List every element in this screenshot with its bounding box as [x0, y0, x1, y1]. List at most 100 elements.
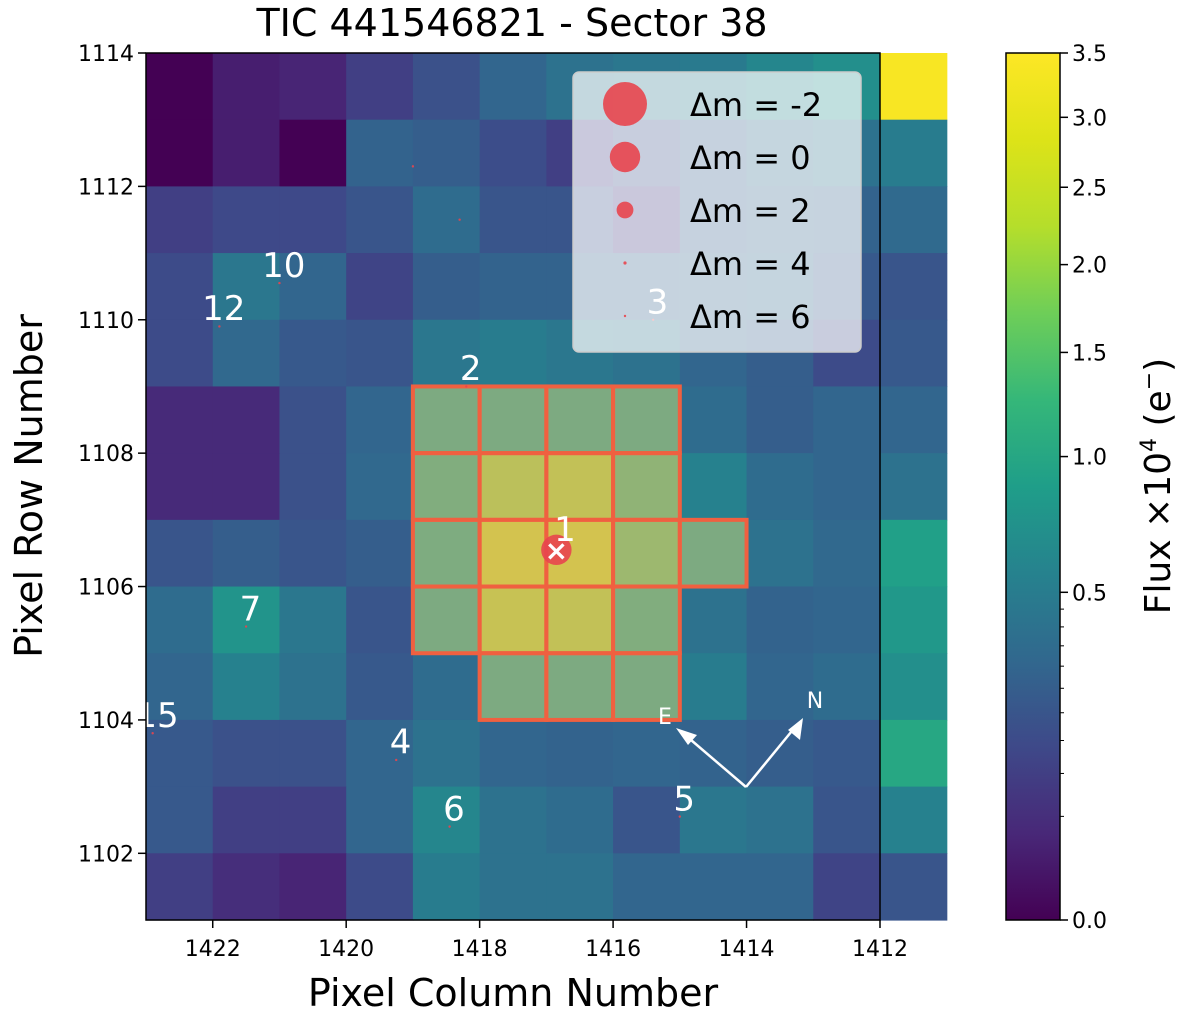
heatmap-pixel	[813, 853, 881, 921]
heatmap-pixel	[279, 853, 347, 921]
heatmap-pixel	[813, 653, 881, 721]
heatmap-pixel	[613, 586, 681, 654]
x-axis: 1422 1420 1418 1416 1414 1412	[185, 920, 908, 962]
aperture-pixel	[544, 651, 616, 722]
heatmap-pixel	[880, 453, 948, 521]
legend-marker	[609, 141, 641, 173]
heatmap-pixel	[346, 853, 414, 921]
star-label: 1	[554, 510, 576, 550]
aperture-mask	[410, 384, 749, 722]
heatmap-pixel	[346, 719, 414, 788]
legend-label: Δm = 4	[690, 245, 811, 283]
star-marker	[678, 815, 682, 818]
aperture-pixel	[544, 584, 616, 656]
aperture-pixel	[544, 451, 616, 522]
legend-label: Δm = 0	[690, 139, 811, 177]
x-tick-label: 1418	[452, 937, 508, 962]
heatmap-pixel	[212, 386, 281, 454]
colorbar-tick-label: 3.0	[1072, 106, 1107, 131]
heatmap-pixel	[746, 586, 814, 654]
heatmap-pixel	[679, 786, 748, 854]
aperture-pixel	[410, 384, 482, 456]
heatmap-pixel	[679, 653, 748, 721]
heatmap-pixel	[146, 853, 214, 921]
heatmap-pixel	[212, 53, 281, 121]
heatmap-pixel	[880, 519, 948, 588]
heatmap-pixel	[880, 119, 948, 187]
heatmap-pixel	[613, 853, 681, 921]
colorbar: 0.0 0.5 1.0 1.5 2.0 2.5 3.0 3.5 Flux ×104 (e−)	[1005, 42, 1179, 934]
heatmap-pixel	[212, 119, 281, 187]
star-label: 5	[673, 779, 695, 819]
heatmap-pixel	[412, 119, 481, 187]
x-tick-label: 1420	[318, 937, 374, 962]
heatmap-pixel	[479, 119, 547, 187]
heatmap-pixel	[346, 119, 414, 187]
star-label: 15	[135, 696, 178, 736]
legend-marker	[623, 314, 627, 318]
heatmap-pixel	[746, 653, 814, 721]
heatmap-pixel	[412, 253, 481, 321]
aperture-pixel	[611, 651, 682, 722]
heatmap-pixel	[346, 786, 414, 854]
heatmap-pixel	[679, 586, 748, 654]
heatmap-pixel	[279, 786, 347, 854]
heatmap-pixel	[679, 853, 748, 921]
heatmap-pixel	[813, 519, 881, 588]
x-tick-label: 1414	[719, 937, 775, 962]
aperture-pixel	[611, 451, 682, 522]
heatmap-pixel	[346, 519, 414, 588]
heatmap-pixel	[880, 586, 948, 654]
star-marker	[278, 281, 281, 285]
heatmap-pixel	[212, 186, 281, 254]
heatmap-pixel	[479, 186, 547, 254]
heatmap-pixel	[479, 853, 547, 921]
heatmap-pixel	[412, 786, 481, 854]
heatmap-pixel	[613, 386, 681, 454]
heatmap-pixel	[613, 719, 681, 788]
heatmap-pixel	[412, 653, 481, 721]
aperture-pixel	[544, 384, 616, 456]
heatmap-pixel	[613, 653, 681, 721]
heatmap-pixel	[679, 386, 748, 454]
legend-marker	[603, 82, 647, 126]
heatmap-pixel	[880, 53, 948, 121]
aperture-pixel	[477, 651, 549, 722]
aperture-pixel	[477, 517, 549, 589]
x-tick-label: 1416	[585, 937, 641, 962]
y-tick-label: 1106	[78, 576, 134, 601]
heatmap-pixel	[746, 719, 814, 788]
star-marker	[541, 534, 572, 566]
heatmap-pixel	[146, 786, 214, 854]
star-marker	[465, 385, 468, 388]
heatmap-pixel	[212, 453, 281, 521]
compass-east-arrow	[683, 733, 747, 788]
heatmap-pixel	[212, 253, 281, 321]
colorbar-tick-label: 0.5	[1072, 581, 1107, 606]
heatmap-pixel	[813, 719, 881, 788]
compass-north-head	[788, 718, 803, 740]
heatmap-pixel	[346, 386, 414, 454]
star-markers: 1234567101215×	[135, 165, 695, 829]
x-tick-label: 1412	[852, 937, 908, 962]
heatmap-pixel	[679, 719, 748, 788]
heatmap-pixel	[813, 786, 881, 854]
aperture-pixel	[477, 584, 549, 656]
heatmap-pixel	[479, 386, 547, 454]
heatmap-pixel	[212, 586, 281, 654]
heatmap-pixel	[279, 719, 347, 788]
x-tick-label: 1422	[185, 937, 241, 962]
colorbar-tick-label: 2.5	[1072, 176, 1107, 201]
heatmap-pixel	[412, 586, 481, 654]
heatmap-pixel	[880, 853, 948, 921]
heatmap-pixel	[146, 653, 214, 721]
star-label: 6	[443, 789, 465, 829]
heatmap-pixel	[279, 253, 347, 321]
heatmap-pixel	[880, 319, 948, 388]
colorbar-tick-label: 2.0	[1072, 254, 1107, 279]
heatmap-pixel	[212, 786, 281, 854]
heatmap-pixel	[613, 453, 681, 521]
heatmap-pixel	[479, 53, 547, 121]
star-marker	[458, 218, 461, 221]
heatmap-pixel	[279, 53, 347, 121]
